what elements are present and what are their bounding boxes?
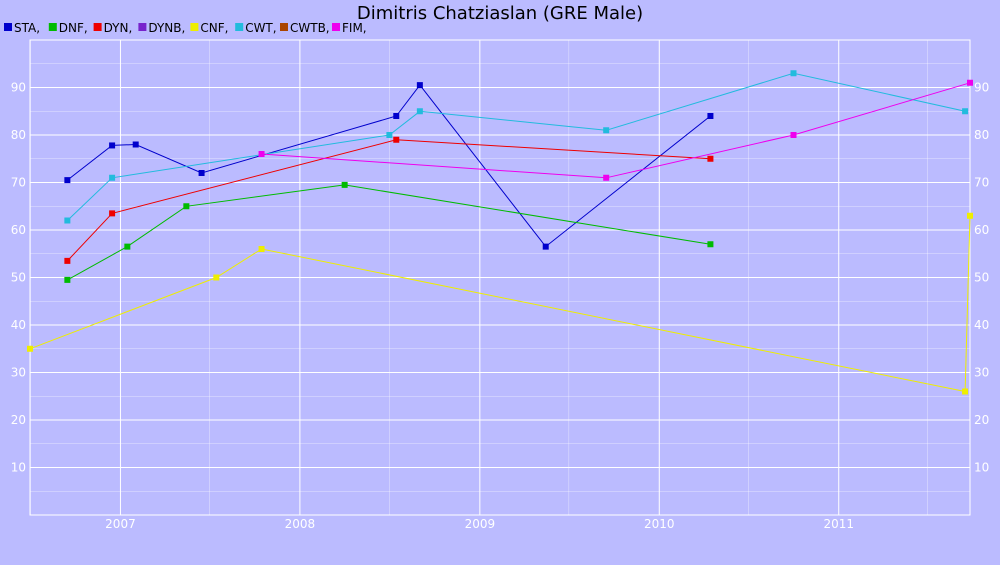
y-tick-label-left: 60 xyxy=(11,223,26,237)
legend-label: STA, xyxy=(14,21,40,35)
y-tick-label-right: 50 xyxy=(974,271,989,285)
data-point-sta xyxy=(393,113,400,119)
data-point-cwt xyxy=(790,70,797,77)
data-point-cnf xyxy=(27,345,33,352)
legend-swatch xyxy=(280,23,288,31)
series-dnf xyxy=(64,181,714,283)
y-tick-label-right: 90 xyxy=(974,81,989,95)
legend-swatch xyxy=(93,23,102,31)
series-fim xyxy=(258,79,973,181)
data-point-cwt xyxy=(603,127,610,134)
legend-swatch xyxy=(190,23,199,31)
y-tick-label-right: 10 xyxy=(974,461,989,475)
legend-item-dyn: DYN, xyxy=(93,21,133,35)
y-tick-label-right: 40 xyxy=(974,318,989,332)
legend-label: CWTB, xyxy=(290,21,330,35)
y-tick-label-left: 80 xyxy=(11,128,26,142)
x-tick-label: 2011 xyxy=(823,517,854,531)
y-tick-label-right: 80 xyxy=(974,128,989,142)
data-point-cnf xyxy=(962,388,969,395)
data-point-dnf xyxy=(124,243,131,250)
legend-label: DNF, xyxy=(59,21,88,35)
legend-swatch xyxy=(332,23,340,31)
data-point-cnf xyxy=(967,212,973,219)
legend-item-cnf: CNF, xyxy=(190,21,228,35)
legend-label: CWT, xyxy=(245,21,276,35)
data-point-sta xyxy=(64,177,71,184)
legend: STA, DNF, DYN, DYNB, CNF, CWT, CWTB, FIM, xyxy=(4,21,367,35)
y-tick-label-left: 20 xyxy=(11,413,26,427)
data-point-dyn xyxy=(707,155,714,162)
data-point-dnf xyxy=(341,181,348,188)
y-tick-label-right: 60 xyxy=(974,223,989,237)
series-line-dyn xyxy=(67,139,711,262)
data-point-sta xyxy=(707,113,714,119)
data-point-sta xyxy=(132,141,139,148)
data-point-sta xyxy=(416,82,423,89)
y-tick-label-left: 30 xyxy=(11,366,26,380)
x-tick-label: 2010 xyxy=(644,517,675,531)
data-point-dyn xyxy=(64,257,71,264)
legend-item-sta: STA, xyxy=(4,21,40,35)
data-point-dyn xyxy=(393,136,400,143)
series-group xyxy=(27,70,973,395)
y-tick-label-left: 40 xyxy=(11,318,26,332)
data-point-cwt xyxy=(109,174,116,181)
data-point-dnf xyxy=(707,241,714,248)
series-line-sta xyxy=(67,84,711,248)
grid xyxy=(30,40,970,515)
data-point-cwt xyxy=(64,217,71,224)
legend-swatch xyxy=(4,23,12,31)
data-point-sta xyxy=(542,243,549,250)
y-tick-label-left: 50 xyxy=(11,271,26,285)
series-cnf xyxy=(27,212,973,395)
data-point-cwt xyxy=(386,132,393,138)
series-line-fim xyxy=(261,82,971,179)
legend-item-dynb: DYNB, xyxy=(138,21,185,35)
legend-label: DYN, xyxy=(104,21,133,35)
y-tick-label-left: 70 xyxy=(11,176,26,190)
data-point-cnf xyxy=(258,246,265,252)
series-dyn xyxy=(64,136,714,264)
legend-item-cwtb: CWTB, xyxy=(280,21,330,35)
data-point-sta xyxy=(109,142,116,149)
x-tick-label: 2008 xyxy=(285,517,316,531)
y-tick-label-right: 70 xyxy=(974,176,989,190)
data-point-fim xyxy=(967,79,973,86)
data-point-cwt xyxy=(962,108,969,115)
legend-swatch xyxy=(138,23,147,31)
series-cwt xyxy=(64,70,969,224)
axes: 2007 2008 2009 2010 2011 10 10 20 20 30 30 40 40 50 50… xyxy=(11,39,989,531)
data-point-dnf xyxy=(183,203,190,210)
y-tick-label-right: 20 xyxy=(974,413,989,427)
x-tick-label: 2009 xyxy=(465,517,496,531)
legend-label: CNF, xyxy=(200,21,228,35)
chart-title: Dimitris Chatziaslan (GRE Male) xyxy=(357,3,643,24)
data-point-dnf xyxy=(64,276,71,283)
data-point-fim xyxy=(603,174,610,181)
data-point-sta xyxy=(198,170,205,176)
data-point-fim xyxy=(790,132,797,138)
legend-swatch xyxy=(235,23,244,31)
legend-label: FIM, xyxy=(342,21,367,35)
y-tick-label-right: 30 xyxy=(974,366,989,380)
y-tick-label-left: 10 xyxy=(11,461,26,475)
data-point-fim xyxy=(258,151,265,157)
data-point-cwt xyxy=(416,108,423,115)
y-tick-label-left: 90 xyxy=(11,81,26,95)
series-sta xyxy=(64,82,714,250)
data-point-dyn xyxy=(109,210,116,217)
data-point-cnf xyxy=(213,274,220,281)
x-tick-label: 2007 xyxy=(105,517,136,531)
legend-item-cwt: CWT, xyxy=(235,21,277,35)
legend-item-fim: FIM, xyxy=(332,21,367,35)
plot-frame xyxy=(29,39,971,516)
legend-swatch xyxy=(48,23,57,31)
legend-item-dnf: DNF, xyxy=(48,21,88,35)
legend-label: DYNB, xyxy=(148,21,185,35)
